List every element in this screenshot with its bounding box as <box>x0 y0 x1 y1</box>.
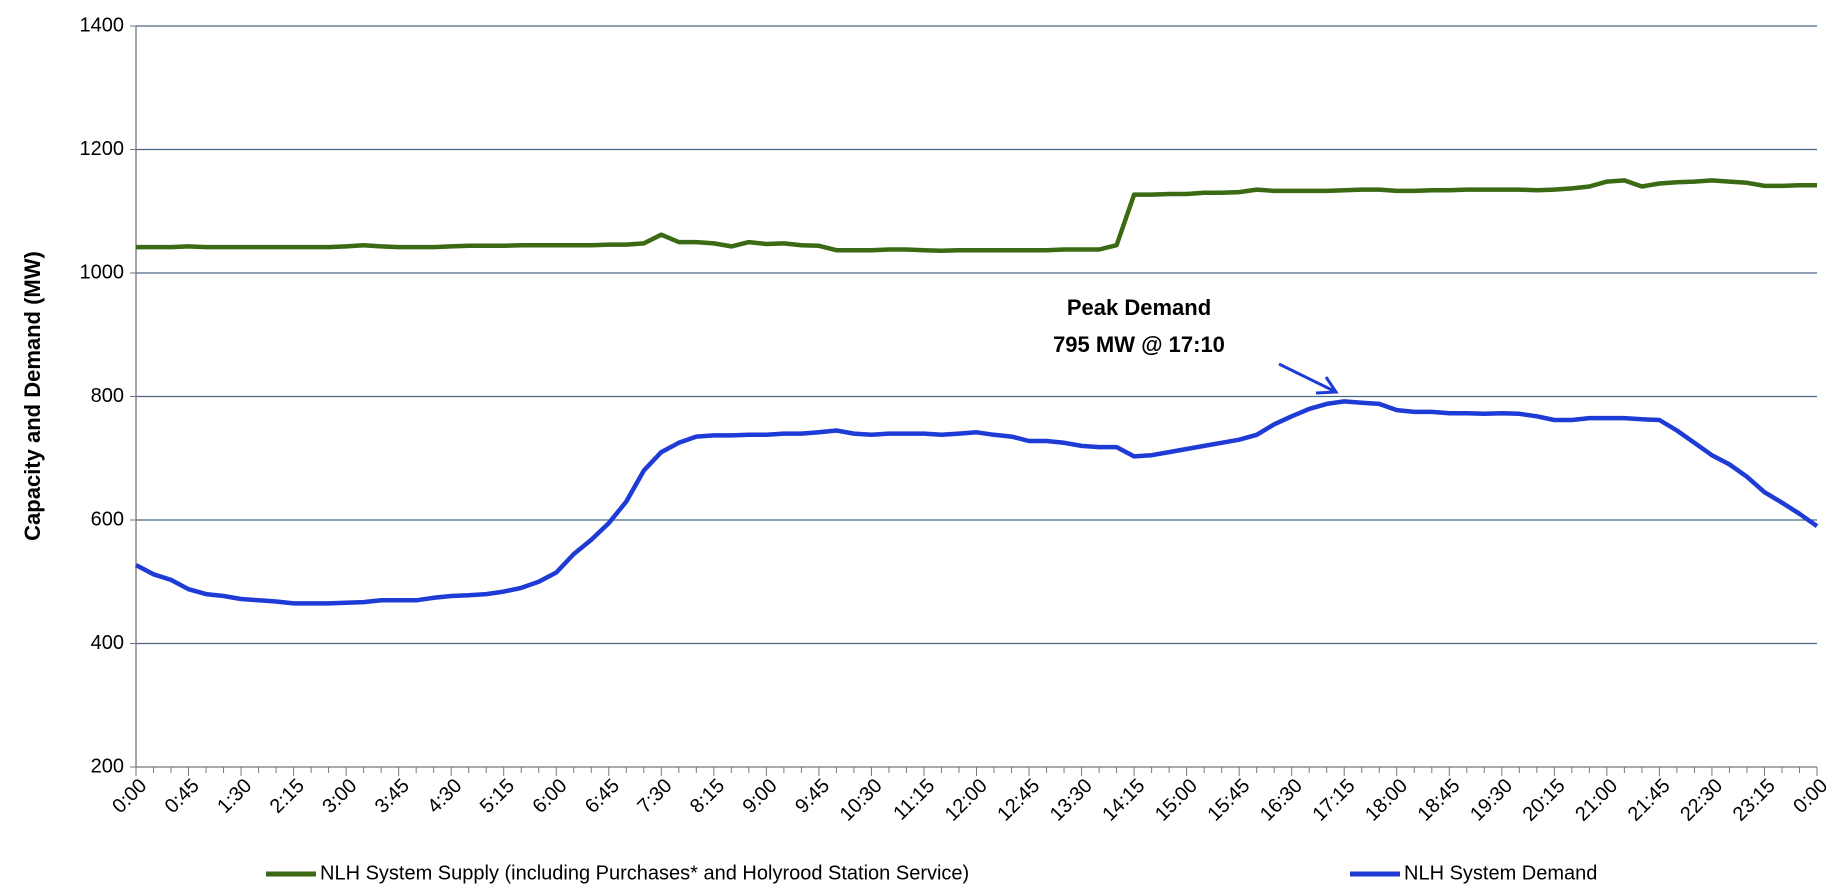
y-tick-label: 400 <box>91 632 124 654</box>
x-tick-label: 17:15 <box>1309 775 1360 826</box>
x-tick-label: 9:00 <box>739 775 782 818</box>
x-tick-label: 18:45 <box>1414 775 1465 826</box>
x-tick-label: 18:00 <box>1361 775 1412 826</box>
legend-label: NLH System Supply (including Purchases* … <box>320 862 969 884</box>
x-tick-label: 21:00 <box>1571 775 1622 826</box>
y-tick-label: 1400 <box>80 14 125 36</box>
x-tick-label: 7:30 <box>633 775 676 818</box>
annotation: 795 MW @ 17:10 <box>1053 332 1225 357</box>
y-tick-label: 800 <box>91 385 124 407</box>
x-tick-label: 1:30 <box>213 775 256 818</box>
y-tick-label: 1000 <box>80 261 125 283</box>
x-tick-label: 20:15 <box>1519 775 1570 826</box>
x-tick-label: 13:30 <box>1046 775 1097 826</box>
x-tick-label: 15:45 <box>1203 775 1254 826</box>
x-tick-label: 11:15 <box>889 775 939 825</box>
x-tick-label: 4:30 <box>423 775 466 818</box>
y-axis-label: Capacity and Demand (MW) <box>20 251 45 541</box>
series-line <box>134 399 1819 606</box>
x-tick-label: 2:15 <box>266 775 309 818</box>
x-tick-label: 12:00 <box>941 775 992 826</box>
x-tick-label: 8:15 <box>686 775 729 818</box>
x-tick-label: 15:00 <box>1151 775 1202 826</box>
x-tick-label: 0:00 <box>1789 775 1826 818</box>
x-tick-label: 0:00 <box>108 775 151 818</box>
y-tick-label: 200 <box>91 755 124 777</box>
series-line <box>136 178 1817 254</box>
x-tick-label: 6:00 <box>528 775 571 818</box>
y-tick-label: 1200 <box>80 138 125 160</box>
x-tick-label: 3:45 <box>371 775 414 818</box>
x-tick-label: 12:45 <box>993 775 1044 826</box>
y-tick-label: 600 <box>91 508 124 530</box>
x-tick-label: 16:30 <box>1256 775 1307 826</box>
x-tick-label: 14:15 <box>1098 775 1149 826</box>
x-tick-label: 22:30 <box>1676 775 1727 826</box>
annotation-arrow <box>1278 362 1339 395</box>
x-tick-label: 6:45 <box>581 775 624 818</box>
x-tick-label: 23:15 <box>1729 775 1780 826</box>
x-tick-label: 5:15 <box>476 775 519 818</box>
x-tick-label: 9:45 <box>791 775 834 818</box>
x-tick-label: 0:45 <box>161 775 204 818</box>
x-tick-label: 3:00 <box>318 775 361 818</box>
annotation: Peak Demand <box>1067 295 1211 320</box>
x-tick-label: 10:30 <box>836 775 887 826</box>
x-tick-label: 21:45 <box>1624 775 1675 826</box>
x-tick-label: 19:30 <box>1466 775 1517 826</box>
legend-label: NLH System Demand <box>1404 862 1597 884</box>
